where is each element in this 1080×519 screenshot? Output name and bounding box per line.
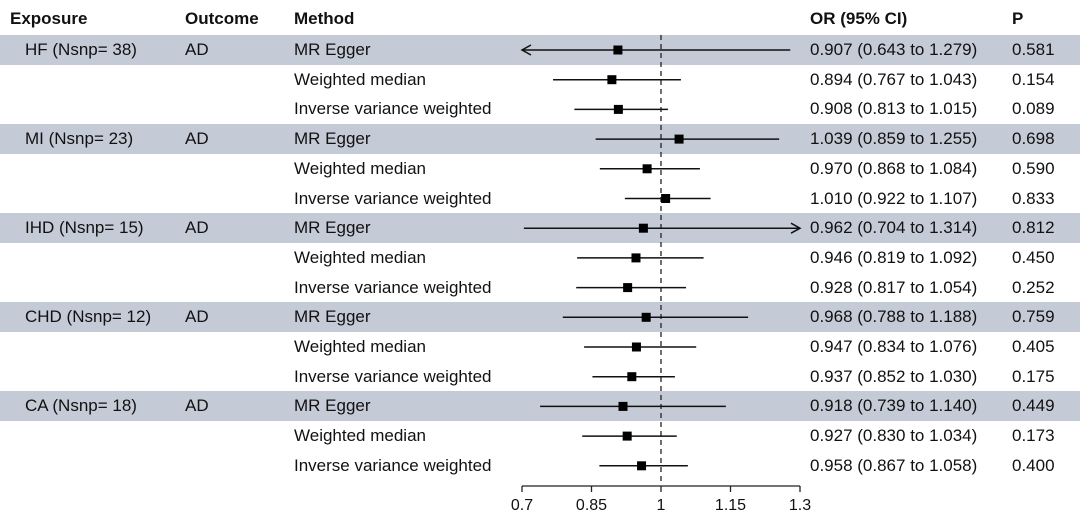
or-ci-cell: 0.970 (0.868 to 1.084) <box>810 158 978 178</box>
outcome-cell: AD <box>185 40 209 59</box>
or-point-marker <box>638 223 648 233</box>
or-ci-cell: 0.928 (0.817 to 1.054) <box>810 277 978 297</box>
or-point-marker <box>631 253 641 263</box>
or-point-marker <box>641 312 651 322</box>
or-ci-cell: 0.947 (0.834 to 1.076) <box>810 337 978 356</box>
or-ci-cell: 0.907 (0.643 to 1.279) <box>810 40 978 59</box>
p-value-cell: 0.450 <box>1012 247 1055 267</box>
or-ci-cell: 0.946 (0.819 to 1.092) <box>810 247 978 267</box>
p-value-cell: 0.759 <box>1012 307 1055 327</box>
or-point-marker <box>661 194 671 203</box>
method-cell: Inverse variance weighted <box>294 277 492 297</box>
or-point-marker <box>613 104 623 114</box>
method-cell: Weighted median <box>294 69 426 89</box>
method-cell: Inverse variance weighted <box>294 99 492 119</box>
p-value-cell: 0.173 <box>1012 426 1055 446</box>
exposure-cell: MI (Nsnp= 23) <box>25 129 134 149</box>
or-ci-cell: 0.962 (0.704 to 1.314) <box>810 218 978 238</box>
group-band <box>0 391 1080 422</box>
method-cell: Inverse variance weighted <box>294 366 492 386</box>
or-point-marker <box>631 342 641 352</box>
outcome-cell: AD <box>185 218 209 238</box>
or-point-marker <box>618 401 628 411</box>
x-axis-tick-label: 0.85 <box>576 497 607 514</box>
or-ci-cell: 0.908 (0.813 to 1.015) <box>810 99 978 119</box>
x-axis-tick-label: 0.7 <box>511 497 533 514</box>
header-or: OR (95% CI) <box>810 9 908 28</box>
header-p: P <box>1012 9 1024 28</box>
exposure-cell: CA (Nsnp= 18) <box>25 396 137 416</box>
method-cell: Weighted median <box>294 426 426 446</box>
p-value-cell: 0.405 <box>1012 337 1055 356</box>
method-cell: MR Egger <box>294 396 371 416</box>
or-point-marker <box>642 164 652 174</box>
header-outcome: Outcome <box>185 9 259 28</box>
or-ci-cell: 1.039 (0.859 to 1.255) <box>810 129 978 149</box>
exposure-cell: IHD (Nsnp= 15) <box>25 218 144 238</box>
p-value-cell: 0.449 <box>1012 396 1055 416</box>
method-cell: Inverse variance weighted <box>294 188 492 208</box>
or-ci-cell: 0.927 (0.830 to 1.034) <box>810 426 978 446</box>
p-value-cell: 0.833 <box>1012 188 1055 208</box>
group-band <box>0 124 1080 155</box>
p-value-cell: 0.400 <box>1012 455 1055 475</box>
exposure-cell: HF (Nsnp= 38) <box>25 40 137 59</box>
p-value-cell: 0.089 <box>1012 99 1055 119</box>
header-method: Method <box>294 9 355 28</box>
exposure-cell: CHD (Nsnp= 12) <box>25 307 152 327</box>
ci-arrow-left <box>520 44 532 56</box>
method-cell: Weighted median <box>294 247 426 267</box>
p-value-cell: 0.154 <box>1012 69 1055 89</box>
or-point-marker <box>613 45 623 55</box>
p-value-cell: 0.812 <box>1012 218 1055 238</box>
outcome-cell: AD <box>185 307 209 327</box>
p-value-cell: 0.581 <box>1012 40 1055 59</box>
p-value-cell: 0.698 <box>1012 129 1055 149</box>
or-point-marker <box>627 372 637 382</box>
ci-arrow-right <box>790 222 802 234</box>
method-cell: MR Egger <box>294 307 371 327</box>
method-cell: Inverse variance weighted <box>294 455 492 475</box>
method-cell: Weighted median <box>294 158 426 178</box>
or-ci-cell: 0.918 (0.739 to 1.140) <box>810 396 978 416</box>
or-point-marker <box>674 134 684 144</box>
x-axis-tick-label: 1.3 <box>789 497 811 514</box>
method-cell: MR Egger <box>294 40 371 59</box>
or-point-marker <box>623 283 633 293</box>
p-value-cell: 0.252 <box>1012 277 1055 297</box>
p-value-cell: 0.175 <box>1012 366 1055 386</box>
or-ci-cell: 0.937 (0.852 to 1.030) <box>810 366 978 386</box>
method-cell: Weighted median <box>294 337 426 356</box>
or-point-marker <box>637 461 647 471</box>
outcome-cell: AD <box>185 129 209 149</box>
group-band <box>0 302 1080 333</box>
p-value-cell: 0.590 <box>1012 158 1055 178</box>
or-point-marker <box>622 431 632 441</box>
outcome-cell: AD <box>185 396 209 416</box>
method-cell: MR Egger <box>294 129 371 149</box>
or-ci-cell: 0.968 (0.788 to 1.188) <box>810 307 978 327</box>
header-exposure: Exposure <box>10 9 88 28</box>
or-point-marker <box>607 75 617 85</box>
x-axis-tick-label: 1.15 <box>715 497 746 514</box>
or-ci-cell: 0.958 (0.867 to 1.058) <box>810 455 978 475</box>
x-axis-tick-label: 1 <box>657 497 666 514</box>
method-cell: MR Egger <box>294 218 371 238</box>
or-ci-cell: 1.010 (0.922 to 1.107) <box>810 188 978 208</box>
or-ci-cell: 0.894 (0.767 to 1.043) <box>810 69 978 89</box>
